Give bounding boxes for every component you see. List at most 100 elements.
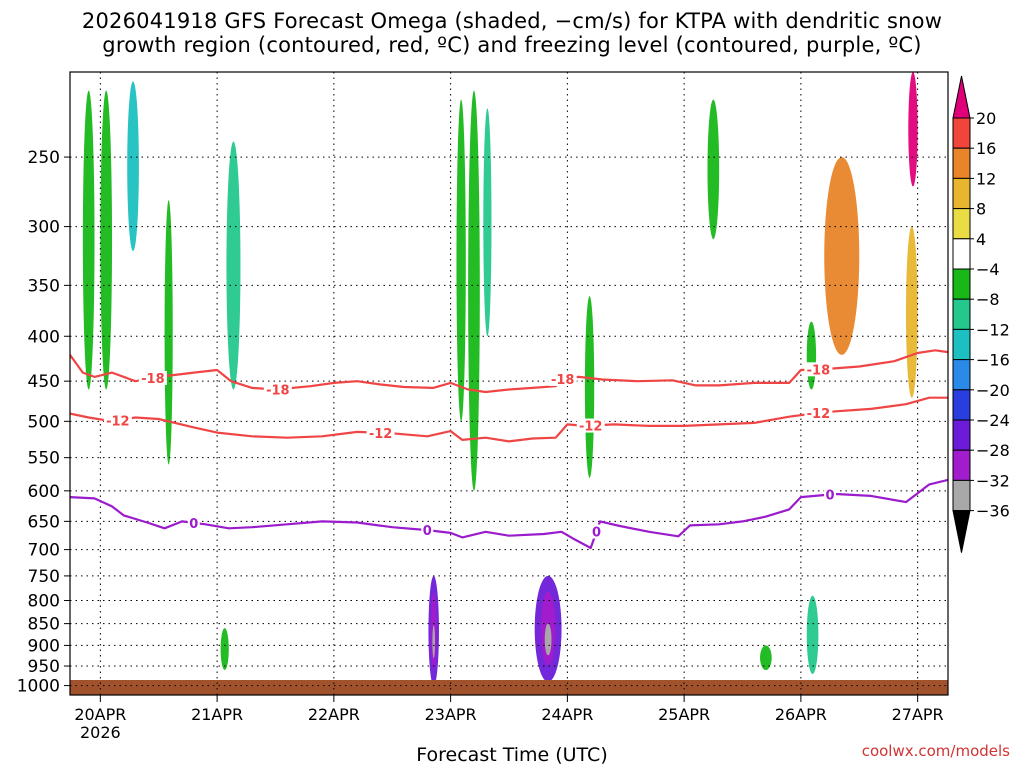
- omega-core-inner-14: [432, 625, 436, 659]
- contour-label-bg-0-1: [263, 382, 292, 397]
- colorbar-box-5: [952, 238, 971, 270]
- x-tick-label-22APR: 22APR: [308, 705, 360, 724]
- colorbar-box-13: [952, 479, 971, 512]
- contour-label-0-1: 0: [423, 524, 432, 539]
- x-tick-label-20APR: 20APR: [74, 705, 126, 724]
- contour-label--12-3: -12: [807, 407, 831, 422]
- y-tick-label-450: 450: [28, 372, 60, 392]
- plot-area: [70, 72, 948, 695]
- contour-label-bg-2-3: [824, 487, 837, 502]
- contour-label--12-0: -12: [106, 414, 130, 429]
- ground-band: [70, 680, 948, 695]
- omega-region-16: [220, 628, 229, 671]
- omega-region-17: [760, 645, 772, 671]
- y-tick-label-500: 500: [28, 412, 60, 432]
- contour-label--18-3: -18: [807, 363, 831, 378]
- chart-title-line1: 2026041918 GFS Forecast Omega (shaded, −…: [81, 9, 943, 33]
- y-tick-label-900: 900: [28, 636, 60, 656]
- omega-region-1: [100, 90, 113, 390]
- omega-region-7: [483, 108, 492, 337]
- contour-label--12-2: -12: [579, 420, 603, 435]
- colorbar-label-2: 12: [976, 169, 996, 188]
- omega-region-8: [584, 296, 595, 478]
- colorbar-box-8: [952, 328, 971, 361]
- y-tick-label-850: 850: [28, 615, 60, 635]
- colorbar-box-7: [952, 298, 971, 330]
- colorbar-box-3: [952, 177, 971, 210]
- y-axis: 2503003504004505005506006507007508008509…: [17, 148, 70, 697]
- gridlines: [70, 72, 948, 695]
- colorbar-label-12: −32: [976, 471, 1010, 490]
- colorbar-box-9: [952, 359, 971, 391]
- omega-region-4: [226, 141, 241, 390]
- contour-label-bg-0-2: [548, 371, 577, 386]
- contour-label--12-1: -12: [369, 427, 393, 442]
- x-tick-label-23APR: 23APR: [425, 705, 477, 724]
- contour-label-bg-1-2: [576, 418, 605, 433]
- colorbar-label-3: 8: [976, 200, 986, 219]
- colorbar-label-9: −20: [976, 381, 1010, 400]
- colorbar-label-5: −4: [976, 260, 1000, 279]
- colorbar-label-11: −28: [976, 441, 1010, 460]
- omega-region-11: [908, 72, 918, 187]
- omega-region-2: [127, 81, 139, 252]
- y-tick-label-1000: 1000: [17, 677, 60, 697]
- y-tick-label-350: 350: [28, 276, 60, 296]
- y-tick-label-550: 550: [28, 449, 60, 469]
- y-tick-label-400: 400: [28, 327, 60, 347]
- contour-line-0: [70, 478, 948, 550]
- y-tick-label-700: 700: [28, 541, 60, 561]
- contour-label-bg-2-0: [187, 515, 200, 530]
- colorbar-label-10: −24: [976, 411, 1010, 430]
- contour-label--18-0: -18: [141, 372, 165, 387]
- y-tick-label-750: 750: [28, 567, 60, 587]
- contour-label-0-2: 0: [592, 526, 601, 541]
- omega-region-12: [905, 226, 918, 398]
- omega-region-10: [806, 321, 817, 390]
- x-tick-label-21APR: 21APR: [191, 705, 243, 724]
- contour-label-bg-1-0: [103, 413, 132, 428]
- contour-label-bg-0-3: [804, 362, 833, 377]
- y-tick-label-800: 800: [28, 592, 60, 612]
- omega-core-inner-15: [544, 623, 552, 656]
- colorbar-box-12: [952, 449, 971, 481]
- colorbar-box-10: [952, 389, 971, 421]
- omega-region-5: [456, 99, 466, 422]
- omega-region-13: [824, 157, 860, 355]
- contour-label-bg-2-2: [590, 524, 603, 539]
- contour-labels: -18 -18 -18 -18 -12 -12 -12 -12 0 0 0 0: [103, 362, 837, 541]
- colorbar-box-1: [952, 117, 971, 149]
- colorbar-box-6: [952, 268, 971, 300]
- colorbar-top-arrow: [952, 75, 971, 119]
- x-axis-label: Forecast Time (UTC): [416, 744, 608, 766]
- contour-label--18-2: -18: [551, 373, 575, 388]
- y-tick-label-250: 250: [28, 148, 60, 168]
- contour-label-bg-1-3: [804, 406, 833, 421]
- colorbar-box-4: [952, 208, 971, 240]
- x-tick-label-26APR: 26APR: [775, 705, 827, 724]
- site-credit[interactable]: coolwx.com/models: [861, 742, 1010, 760]
- contour-label-bg-2-1: [421, 523, 434, 538]
- contour-label-0-0: 0: [189, 517, 198, 532]
- chart-title-line2: growth region (contoured, red, ºC) and f…: [102, 33, 922, 57]
- colorbar-box-11: [952, 419, 971, 451]
- x-tick-label-27APR: 27APR: [892, 705, 944, 724]
- plot-frame: [69, 71, 949, 696]
- y-tick-label-300: 300: [28, 218, 60, 238]
- x-year-label: 2026: [80, 723, 121, 742]
- colorbar-label-13: −36: [976, 502, 1010, 521]
- contour-label-0-3: 0: [826, 489, 835, 504]
- colorbar-label-7: −12: [976, 320, 1010, 339]
- colorbar: 20 16 12 8 4 −4 −8 −12 −16 −20 −24 −28 −32 −36: [952, 75, 1010, 553]
- omega-region-9: [707, 99, 720, 240]
- contour-label--18-1: -18: [266, 383, 290, 398]
- omega-region-3: [164, 200, 173, 465]
- colorbar-label-4: 4: [976, 230, 986, 249]
- omega-region-0: [82, 90, 95, 390]
- colorbar-bottom-arrow: [952, 510, 971, 553]
- colorbar-box-2: [952, 147, 971, 179]
- x-tick-label-24APR: 24APR: [541, 705, 593, 724]
- y-tick-label-600: 600: [28, 482, 60, 502]
- x-tick-label-25APR: 25APR: [658, 705, 710, 724]
- contour-label-bg-0-0: [138, 370, 167, 385]
